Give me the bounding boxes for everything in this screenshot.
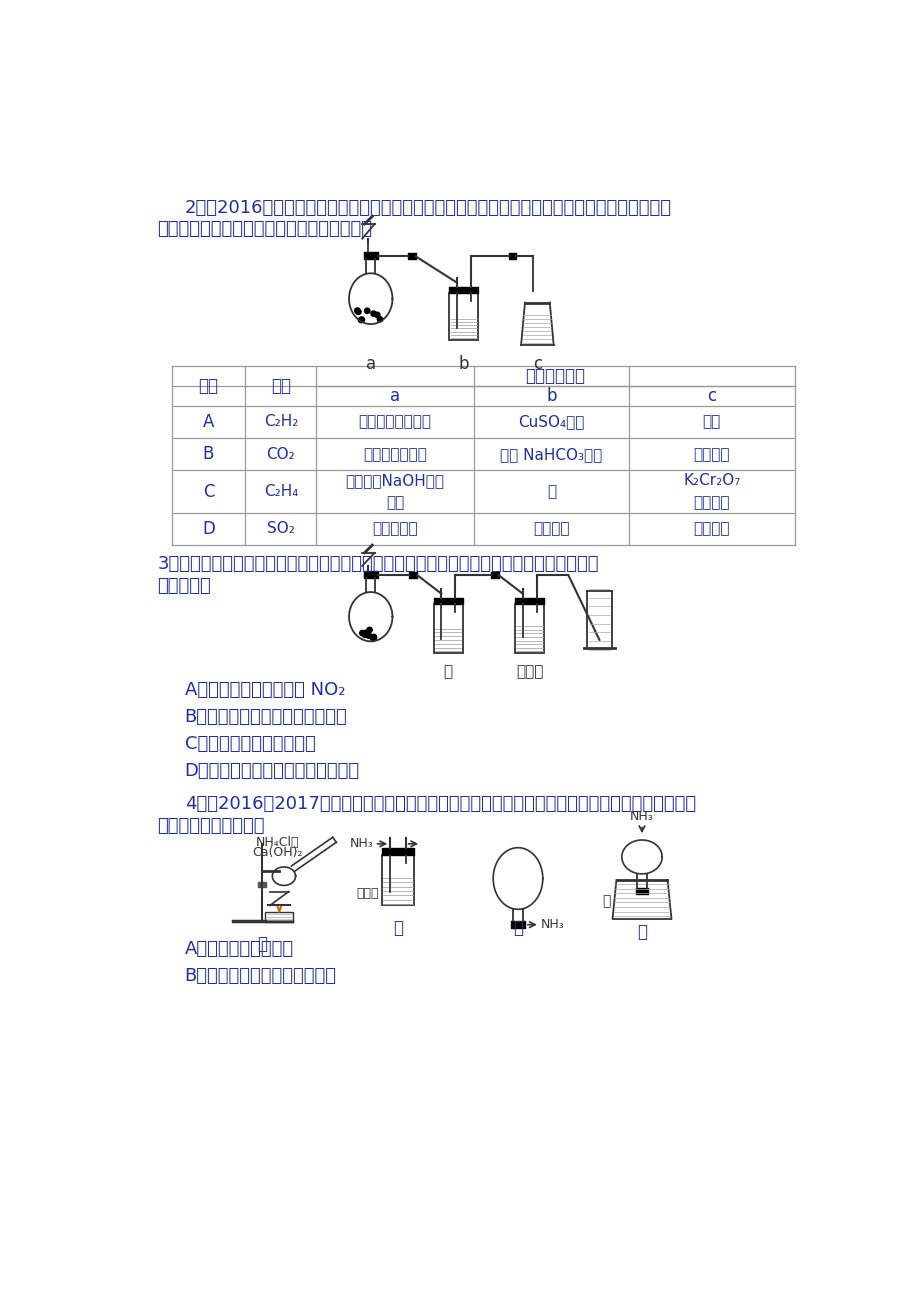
Text: 装置中的药品: 装置中的药品 [525,367,585,384]
Text: 甲: 甲 [257,935,267,953]
Text: 水: 水 [443,664,452,680]
Circle shape [370,311,376,316]
Text: B．用装置乙除去氨气中少量水: B．用装置乙除去氨气中少量水 [185,967,336,986]
Text: （　　）。: （ ）。 [157,577,211,595]
Text: 2．（2016届四川成都检测）如图依次为气体制备、除杂并检验其性质的装置（加热及夹持付器省: 2．（2016届四川成都检测）如图依次为气体制备、除杂并检验其性质的装置（加热及… [185,199,671,216]
Text: B．浓氨水和生石灰反应制备氨气: B．浓氨水和生石灰反应制备氨气 [185,708,347,727]
Text: C₂H₂: C₂H₂ [264,414,298,430]
Text: 苯酚溶液: 苯酚溶液 [693,447,729,462]
Text: 稀盐酸＋石灰石: 稀盐酸＋石灰石 [363,447,426,462]
Circle shape [358,318,364,323]
Text: Ca(OH)₂: Ca(OH)₂ [252,846,302,859]
Text: A．浓硫酸和铜反应制备 NO₂: A．浓硫酸和铜反应制备 NO₂ [185,681,345,699]
Circle shape [366,633,371,638]
Text: C: C [202,483,214,500]
Circle shape [374,312,380,318]
Text: 新制氯水: 新制氯水 [532,521,569,536]
Text: 品红溶液: 品红溶液 [693,521,729,536]
Text: 气体: 气体 [270,376,290,395]
Text: 略）。下列设计不能达到目的的是（　　）。: 略）。下列设计不能达到目的的是（ ）。 [157,220,372,238]
Text: K₂Cr₂O₇
酸性溶液: K₂Cr₂O₇ 酸性溶液 [682,473,740,510]
Text: c: c [532,355,541,372]
Text: NH₃: NH₃ [349,837,373,850]
Text: 碳＋浓硫酸: 碳＋浓硫酸 [372,521,417,536]
Text: 饱和食盐水＋电石: 饱和食盐水＋电石 [358,414,431,430]
Text: A．用装置甲制备氨气: A．用装置甲制备氨气 [185,940,293,958]
Circle shape [364,309,369,314]
Circle shape [377,316,382,322]
Circle shape [370,635,376,641]
Text: 饱和 NaHCO₃溶液: 饱和 NaHCO₃溶液 [500,447,602,462]
Circle shape [362,631,368,638]
Text: 水: 水 [602,894,610,909]
Circle shape [362,630,368,635]
Circle shape [370,634,376,641]
Text: 渴水: 渴水 [702,414,720,430]
Text: a: a [390,387,400,405]
Text: D．碳酸馒和盐酸反应制备二氧化碳: D．碳酸馒和盐酸反应制备二氧化碳 [185,762,359,780]
Text: c: c [707,387,716,405]
Text: 丁: 丁 [636,923,646,941]
Text: SO₂: SO₂ [267,521,294,536]
Text: a: a [365,355,375,372]
Bar [433,604,462,652]
Circle shape [367,628,372,633]
Circle shape [370,634,376,639]
Text: NH₄Cl和: NH₄Cl和 [255,836,300,849]
Text: 3．下图所示装置可以用来发生、洗洤、干燥、收集（不考虑尾气处理）气体。该装置可用于: 3．下图所示装置可以用来发生、洗洤、干燥、收集（不考虑尾气处理）气体。该装置可用… [157,555,598,573]
Text: D: D [202,519,215,538]
Text: 丙: 丙 [513,919,522,937]
Text: 水: 水 [546,484,555,499]
Text: A: A [202,413,214,431]
Text: CuSO₄溶液: CuSO₄溶液 [517,414,584,430]
Bar [515,604,544,652]
Circle shape [356,309,361,315]
Text: C．锤和盐酸反应制备氢气: C．锤和盐酸反应制备氢气 [185,736,315,754]
Circle shape [358,316,364,323]
Text: CO₂: CO₂ [267,447,295,462]
Text: 乙: 乙 [392,919,403,937]
Text: 浓硫酸: 浓硫酸 [357,888,379,901]
Text: 验目的的是（　　）。: 验目的的是（ ）。 [157,816,265,835]
Text: NH₃: NH₃ [630,810,653,823]
Bar [381,855,414,905]
Text: B: B [202,445,214,464]
Circle shape [355,307,359,314]
Bar [448,293,478,340]
Text: b: b [546,387,556,405]
Bar [265,911,293,922]
Text: 4．（2016－2017学年河南濦阳一中检测）下列装置用于实验室中制取干燥氨气的实验，能达到实: 4．（2016－2017学年河南濦阳一中检测）下列装置用于实验室中制取干燥氨气的… [185,796,695,814]
Text: b: b [458,355,469,372]
Text: 选项: 选项 [199,376,218,395]
Text: 浓硫酸: 浓硫酸 [516,664,543,680]
Text: C₂H₄: C₂H₄ [264,484,298,499]
Text: NH₃: NH₃ [540,918,564,931]
Circle shape [359,630,365,635]
Text: 湴乙烷＋NaOH乙醇
溶液: 湴乙烷＋NaOH乙醇 溶液 [346,473,444,510]
